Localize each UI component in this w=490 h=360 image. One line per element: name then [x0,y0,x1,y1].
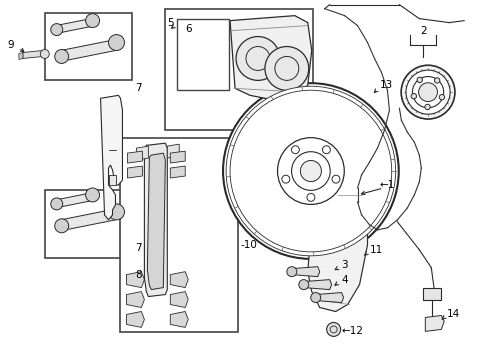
Circle shape [425,104,430,109]
Circle shape [307,193,315,201]
Circle shape [311,293,321,302]
Circle shape [417,77,422,82]
Text: ←1: ←1 [379,180,395,190]
Text: 14: 14 [447,310,461,319]
Polygon shape [230,15,312,100]
Polygon shape [167,144,179,158]
Polygon shape [147,153,165,289]
Text: 5: 5 [167,18,174,28]
Polygon shape [100,95,122,220]
Polygon shape [171,272,188,288]
Circle shape [292,146,299,154]
Text: 4: 4 [342,275,348,285]
Polygon shape [316,293,343,302]
Circle shape [277,138,344,204]
Circle shape [401,65,455,119]
Circle shape [300,161,321,181]
Circle shape [413,77,443,108]
Text: 2: 2 [421,26,427,36]
Circle shape [299,280,309,289]
Circle shape [327,323,341,336]
Polygon shape [136,146,148,160]
Bar [108,175,116,185]
Polygon shape [56,19,94,33]
Circle shape [86,188,99,202]
Polygon shape [127,151,143,163]
Bar [121,138,238,332]
Circle shape [411,94,416,99]
Polygon shape [171,166,185,178]
Polygon shape [171,311,188,328]
Polygon shape [425,315,444,332]
Circle shape [439,95,444,100]
Text: 7: 7 [135,84,142,93]
Polygon shape [23,50,45,58]
Text: 9: 9 [7,40,14,50]
Polygon shape [61,40,119,62]
Circle shape [230,90,392,252]
Circle shape [332,175,340,183]
Bar [423,288,441,300]
Bar [45,13,132,80]
Circle shape [287,267,297,276]
Circle shape [40,50,49,58]
Circle shape [418,83,438,102]
Polygon shape [126,311,145,328]
Polygon shape [308,185,368,311]
Text: 13: 13 [379,80,392,90]
Polygon shape [171,151,185,163]
Polygon shape [292,267,319,276]
Polygon shape [304,280,332,289]
Polygon shape [145,143,167,297]
Circle shape [51,24,63,36]
Circle shape [226,86,396,256]
Polygon shape [127,166,143,178]
Text: -10: -10 [240,240,257,250]
Text: 6: 6 [185,24,192,33]
Circle shape [86,14,99,28]
Circle shape [435,78,440,83]
Polygon shape [126,272,145,288]
Polygon shape [56,193,94,208]
Polygon shape [126,292,145,307]
Bar [45,190,132,258]
Bar [165,9,313,130]
Polygon shape [61,209,119,231]
Circle shape [55,219,69,233]
Circle shape [265,46,309,90]
Circle shape [406,70,450,114]
Text: 7: 7 [135,243,142,253]
Circle shape [198,68,212,82]
Text: ←12: ←12 [342,327,364,336]
Circle shape [195,31,215,50]
Circle shape [55,50,69,63]
Bar [177,19,229,90]
Circle shape [292,152,330,190]
Circle shape [236,37,280,80]
Circle shape [223,83,399,259]
Polygon shape [19,53,23,59]
Text: 11: 11 [369,245,383,255]
Text: 3: 3 [342,260,348,270]
Polygon shape [171,292,188,307]
Text: 8: 8 [135,270,142,280]
Circle shape [282,175,290,183]
Circle shape [51,198,63,210]
Circle shape [108,35,124,50]
Circle shape [108,204,124,220]
Circle shape [322,146,330,154]
